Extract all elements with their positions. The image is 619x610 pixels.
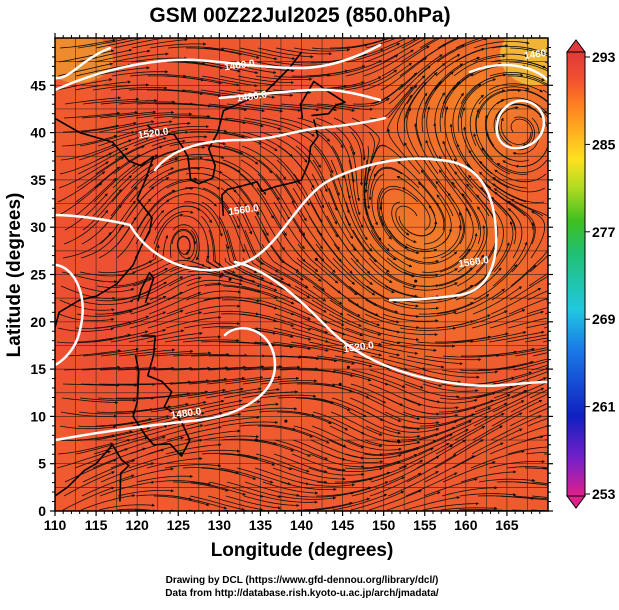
y-tick-label: 25 xyxy=(30,267,46,283)
island xyxy=(339,383,342,386)
y-axis-label: Latitude (degrees) xyxy=(4,193,25,358)
island xyxy=(450,444,453,447)
chart-title: GSM 00Z22Jul2025 (850.0hPa) xyxy=(149,4,450,27)
y-tick-label: 45 xyxy=(30,77,46,93)
coastline xyxy=(48,293,55,307)
orange-region xyxy=(360,10,600,190)
y-tick-label: 15 xyxy=(30,361,46,377)
colorbar-label: 285 xyxy=(592,136,616,152)
colorbar-label: 269 xyxy=(592,311,616,327)
colorbar: 293 285 277 269 261 253 xyxy=(567,40,616,508)
x-tick-label: 155 xyxy=(413,517,437,533)
island xyxy=(255,439,258,442)
x-tick-label: 110 xyxy=(44,517,67,533)
x-tick-label: 145 xyxy=(331,517,355,533)
plot-area: 1460.01480.01520.01560.01520.01480.01460… xyxy=(10,10,600,551)
x-tick-label: 115 xyxy=(85,517,108,533)
colorbar-scale xyxy=(567,52,585,496)
streamline xyxy=(550,118,552,121)
x-tick-label: 150 xyxy=(372,517,396,533)
colorbar-label: 293 xyxy=(592,49,616,65)
streamline xyxy=(549,383,552,384)
x-tick-label: 135 xyxy=(249,517,273,533)
island xyxy=(229,278,232,281)
x-tick-label: 140 xyxy=(290,517,314,533)
y-tick-label: 40 xyxy=(30,125,46,141)
colorbar-ticks: 293 285 277 269 261 253 xyxy=(585,49,616,502)
colorbar-label: 277 xyxy=(592,224,616,240)
island xyxy=(284,420,287,423)
y-tick-label: 10 xyxy=(30,408,46,424)
x-tick-label: 120 xyxy=(125,517,149,533)
y-tick-label: 35 xyxy=(30,172,46,188)
island xyxy=(397,439,400,442)
x-tick-label: 160 xyxy=(454,517,478,533)
y-tick-label: 20 xyxy=(30,314,46,330)
y-tick-label: 0 xyxy=(38,503,46,519)
colorbar-label: 253 xyxy=(592,486,616,502)
x-tick-label: 125 xyxy=(167,517,191,533)
colorbar-top-triangle xyxy=(567,40,585,52)
island xyxy=(315,258,318,261)
x-tick-label: 130 xyxy=(208,517,232,533)
island xyxy=(347,366,350,369)
credit-data: Data from http://database.rish.kyoto-u.a… xyxy=(165,588,439,599)
colorbar-bottom-triangle xyxy=(567,496,585,508)
y-tick-label: 5 xyxy=(38,456,46,472)
colorbar-label: 261 xyxy=(592,399,616,415)
y-tick-label: 30 xyxy=(30,219,46,235)
x-tick-label: 165 xyxy=(495,517,519,533)
credit-drawing: Drawing by DCL (https://www.gfd-dennou.o… xyxy=(166,575,439,586)
island xyxy=(414,280,417,283)
x-axis-label: Longitude (degrees) xyxy=(211,540,394,561)
streamline xyxy=(550,241,552,244)
